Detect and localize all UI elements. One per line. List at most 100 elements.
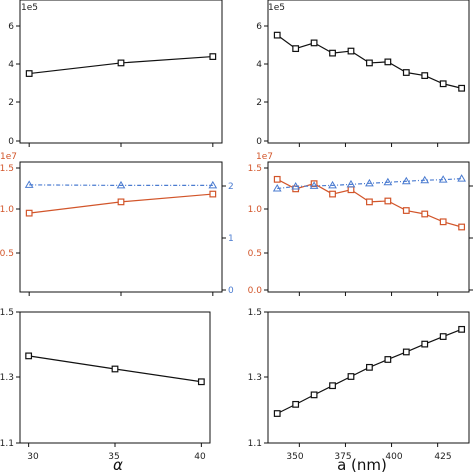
data-point-square [458, 325, 466, 333]
series-line [29, 184, 213, 186]
data-point-square [117, 198, 125, 206]
data-point-square [421, 340, 429, 348]
y2-tick-label: 1 [228, 234, 234, 244]
data-point-square [439, 80, 447, 88]
panel-bottom-right: 1.1 1.3 1.5 350 375 400 425 a (nm) [248, 308, 470, 474]
y-tick-label: 1.3 [0, 373, 14, 383]
data-point-square [197, 378, 205, 386]
data-point-triangle [457, 174, 466, 182]
data-point-square [310, 39, 318, 47]
data-point-square [402, 207, 410, 214]
x-axis-label: α [113, 456, 123, 474]
data-point-square [402, 348, 410, 356]
y-tick-label: 4 [256, 60, 262, 70]
data-point-square [458, 223, 466, 231]
panel-frame [19, 311, 211, 444]
data-point-triangle [24, 180, 34, 188]
data-point-triangle [291, 181, 301, 190]
y-tick-label: 0.5 [248, 249, 262, 259]
data-point-triangle [401, 176, 411, 185]
x-axis-label: a (nm) [337, 456, 387, 474]
data-point-square [384, 197, 392, 205]
data-point-square [366, 363, 373, 371]
multiplier-label: 1e5 [21, 3, 38, 13]
data-point-square [25, 70, 33, 77]
data-point-triangle [438, 175, 448, 183]
data-point-square [458, 84, 466, 92]
x-tick-label: 425 [434, 452, 451, 462]
panel-middle-left: 1e7 0.5 1.0 1.5 0 1 2 [0, 152, 234, 296]
multiplier-label: 1e5 [268, 3, 285, 13]
data-point-triangle [328, 180, 337, 189]
data-point-square [25, 209, 33, 217]
data-point-square [421, 210, 429, 218]
y-tick-label: 1.5 [248, 164, 262, 174]
y-tick-label: 0.5 [0, 249, 14, 259]
y-tick-label: 1.5 [248, 308, 262, 318]
data-point-square [209, 53, 217, 60]
y2-tick-label: 0 [228, 286, 234, 296]
panel-bottom-left: 1.1 1.3 1.5 30 35 40 α [0, 308, 211, 474]
data-point-square [209, 190, 217, 198]
y-tick-label: 0 [8, 137, 14, 147]
data-point-square [347, 186, 355, 194]
x-tick-label: 400 [385, 452, 402, 462]
y-tick-label: 2 [256, 98, 262, 108]
panel-frame [267, 161, 470, 293]
data-point-square [439, 333, 447, 340]
y-tick-label: 1.0 [248, 205, 263, 215]
data-point-square [384, 58, 392, 66]
data-point-square [439, 218, 447, 226]
data-point-triangle [272, 184, 282, 192]
y2-tick-label: 2 [228, 182, 234, 192]
data-point-triangle [383, 177, 393, 186]
x-tick-label: 375 [334, 452, 351, 462]
data-point-square [25, 352, 33, 360]
data-point-square [366, 59, 373, 67]
y-tick-label: 0 [256, 137, 262, 147]
data-point-square [402, 69, 410, 76]
x-tick-label: 30 [27, 452, 39, 462]
data-point-square [292, 400, 300, 408]
data-point-triangle [116, 180, 126, 189]
panel-top-left: 1e5 0 2 4 6 [8, 0, 223, 147]
data-point-square [329, 190, 336, 198]
y-tick-label: 6 [256, 22, 262, 32]
data-point-square [366, 198, 373, 206]
panel-frame [267, 311, 470, 444]
y-tick-label: 6 [8, 22, 14, 32]
y-tick-label: 1.5 [0, 308, 14, 318]
data-point-square [273, 175, 281, 183]
data-point-triangle [365, 178, 374, 187]
y-tick-label: 4 [8, 60, 14, 70]
multiplier-label: 1e7 [0, 152, 17, 162]
data-point-triangle [208, 180, 218, 189]
data-point-square [347, 373, 355, 380]
data-point-square [292, 45, 300, 53]
y-tick-label: 1.0 [0, 205, 14, 215]
series-line [277, 178, 462, 190]
y-tick-label: 0.0 [248, 286, 263, 296]
data-point-square [329, 382, 336, 390]
y-tick-label: 1.5 [0, 164, 14, 174]
data-point-square [111, 365, 119, 373]
data-point-triangle [346, 179, 356, 188]
data-point-square [273, 31, 281, 39]
data-point-triangle [420, 175, 430, 184]
x-tick-label: 350 [286, 452, 303, 462]
y-tick-label: 1.3 [248, 373, 262, 383]
panel-top-right: 1e5 0 2 4 6 [256, 0, 470, 147]
data-point-square [421, 72, 429, 79]
data-point-square [273, 410, 281, 417]
y-tick-label: 2 [8, 98, 14, 108]
series-line [276, 328, 462, 415]
y-tick-label: 1.1 [248, 439, 262, 449]
x-tick-label: 35 [108, 452, 119, 462]
data-point-square [310, 391, 318, 399]
data-point-square [329, 49, 336, 57]
panel-frame [267, 0, 470, 144]
x-tick-label: 40 [194, 452, 206, 462]
data-point-square [384, 356, 392, 363]
